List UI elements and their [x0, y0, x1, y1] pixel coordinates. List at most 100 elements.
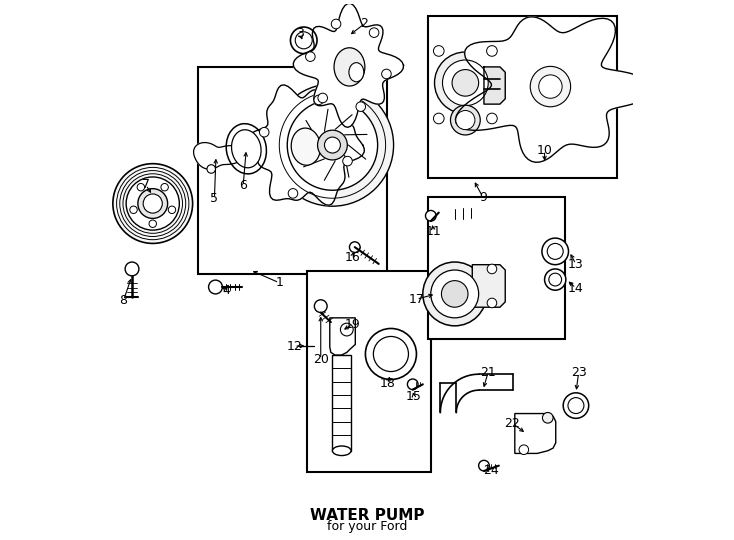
Text: 1: 1: [275, 276, 283, 289]
Text: WATER PUMP: WATER PUMP: [310, 508, 424, 523]
Circle shape: [314, 95, 324, 105]
Circle shape: [208, 280, 222, 294]
Circle shape: [519, 445, 528, 455]
Circle shape: [542, 413, 553, 423]
Circle shape: [487, 298, 497, 308]
Text: 6: 6: [239, 179, 247, 192]
Circle shape: [138, 188, 167, 218]
Circle shape: [539, 75, 562, 98]
Circle shape: [366, 328, 416, 380]
Circle shape: [434, 46, 444, 56]
Circle shape: [407, 379, 418, 390]
Circle shape: [545, 269, 566, 290]
Text: 20: 20: [313, 353, 329, 366]
Circle shape: [295, 32, 312, 49]
Circle shape: [318, 93, 327, 103]
Circle shape: [479, 460, 490, 471]
Circle shape: [487, 113, 497, 124]
Text: 21: 21: [480, 366, 496, 379]
Circle shape: [343, 156, 352, 166]
Text: 2: 2: [360, 17, 368, 30]
Circle shape: [542, 238, 569, 265]
Text: 10: 10: [537, 144, 553, 157]
Text: 15: 15: [406, 390, 422, 403]
Circle shape: [549, 273, 562, 286]
Polygon shape: [515, 414, 556, 454]
Polygon shape: [330, 318, 355, 355]
Circle shape: [530, 66, 570, 107]
Polygon shape: [455, 17, 653, 162]
Ellipse shape: [349, 63, 364, 82]
Ellipse shape: [291, 128, 321, 165]
Circle shape: [324, 137, 341, 153]
Text: 16: 16: [344, 251, 360, 264]
Circle shape: [291, 27, 317, 53]
Text: 13: 13: [568, 258, 584, 271]
Circle shape: [443, 60, 488, 106]
Text: 7: 7: [142, 178, 150, 192]
Circle shape: [451, 105, 480, 135]
Circle shape: [126, 177, 179, 230]
Circle shape: [130, 206, 137, 213]
Circle shape: [125, 262, 139, 276]
Polygon shape: [294, 3, 404, 127]
Polygon shape: [472, 265, 505, 307]
Circle shape: [318, 130, 347, 160]
Circle shape: [137, 184, 145, 191]
Text: 9: 9: [479, 191, 487, 204]
Bar: [308, 271, 431, 472]
Circle shape: [374, 336, 408, 372]
Text: 12: 12: [286, 340, 302, 353]
Circle shape: [143, 194, 162, 213]
Ellipse shape: [333, 446, 351, 456]
Text: 24: 24: [483, 464, 499, 477]
Circle shape: [452, 70, 479, 96]
Ellipse shape: [334, 48, 365, 86]
Polygon shape: [333, 355, 351, 451]
Circle shape: [149, 220, 156, 227]
Text: 4: 4: [222, 284, 230, 296]
Circle shape: [426, 211, 436, 221]
Polygon shape: [194, 143, 244, 169]
Circle shape: [423, 262, 487, 326]
Text: 23: 23: [571, 366, 586, 379]
Circle shape: [369, 28, 379, 37]
Circle shape: [314, 300, 327, 313]
Circle shape: [356, 102, 366, 111]
Circle shape: [431, 270, 479, 318]
Polygon shape: [484, 67, 505, 104]
Circle shape: [272, 84, 393, 206]
Text: 3: 3: [296, 27, 304, 40]
Ellipse shape: [231, 130, 261, 168]
Circle shape: [548, 244, 563, 259]
Text: for your Ford: for your Ford: [327, 520, 407, 533]
Circle shape: [487, 264, 497, 274]
Circle shape: [168, 206, 175, 213]
Circle shape: [288, 188, 298, 198]
Bar: [428, 16, 617, 178]
Text: 17: 17: [409, 293, 424, 306]
Polygon shape: [247, 85, 364, 205]
Circle shape: [287, 100, 377, 190]
Circle shape: [456, 111, 475, 130]
Circle shape: [435, 52, 496, 114]
Circle shape: [207, 165, 216, 173]
Circle shape: [161, 184, 168, 191]
Text: 19: 19: [345, 318, 360, 330]
Text: 8: 8: [120, 294, 128, 307]
Circle shape: [305, 52, 315, 62]
Text: 18: 18: [379, 377, 395, 390]
Circle shape: [563, 393, 589, 418]
Circle shape: [259, 127, 269, 137]
Polygon shape: [440, 374, 479, 413]
Bar: [428, 197, 564, 339]
Circle shape: [487, 46, 497, 56]
Circle shape: [434, 113, 444, 124]
Circle shape: [331, 19, 341, 29]
Text: 22: 22: [504, 417, 520, 430]
Circle shape: [568, 397, 584, 414]
Text: 14: 14: [568, 281, 584, 295]
Circle shape: [441, 281, 468, 307]
Bar: [198, 67, 388, 274]
Circle shape: [382, 69, 391, 79]
